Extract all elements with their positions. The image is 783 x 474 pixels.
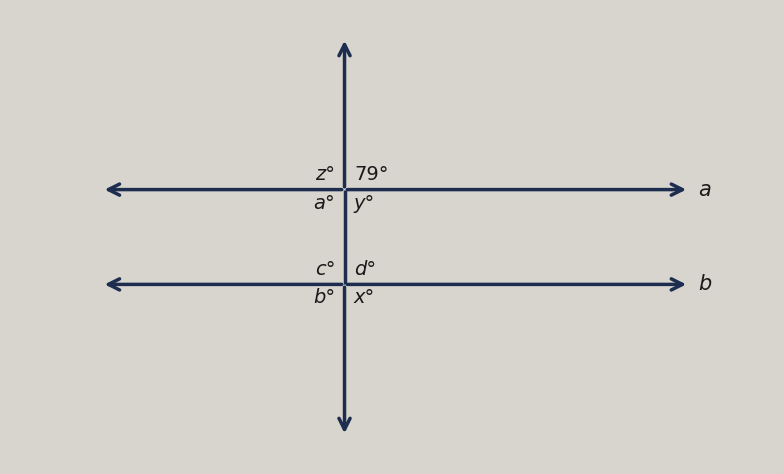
Text: z°: z° [315, 165, 335, 184]
Text: a: a [698, 180, 711, 200]
Text: d°: d° [354, 260, 376, 279]
Text: x°: x° [354, 288, 375, 307]
Text: y°: y° [354, 193, 375, 212]
Text: b: b [698, 274, 712, 294]
Text: 79°: 79° [354, 165, 388, 184]
Text: a°: a° [313, 193, 335, 212]
Text: b°: b° [313, 288, 335, 307]
Text: c°: c° [315, 260, 335, 279]
